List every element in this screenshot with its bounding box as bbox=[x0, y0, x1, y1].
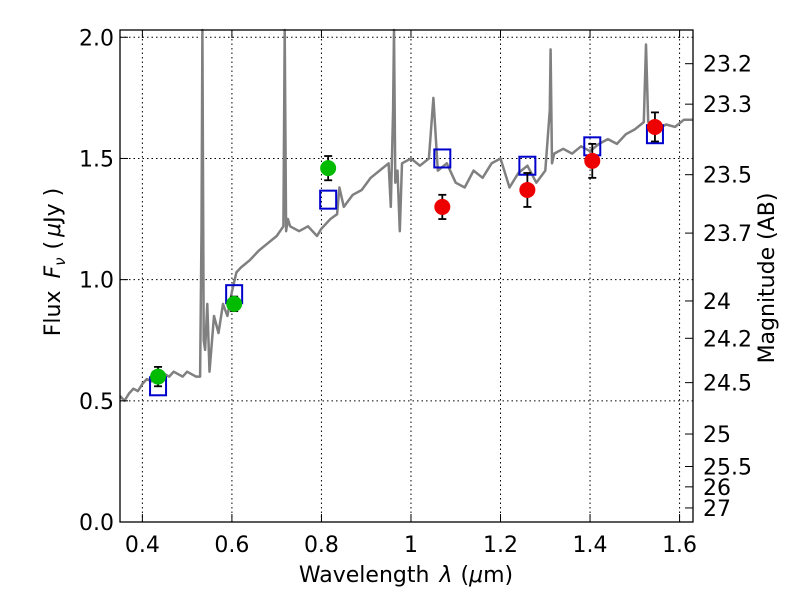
x-tick-label: 0.4 bbox=[125, 533, 160, 558]
x-tick-label: 1 bbox=[404, 533, 418, 558]
model-photometry-square bbox=[319, 189, 338, 210]
y-tick-label: 1.5 bbox=[79, 147, 114, 172]
mag-tick-label: 25.5 bbox=[703, 455, 752, 480]
mag-tick-label: 23.5 bbox=[703, 164, 752, 189]
tick-layer: 0.4 0.6 0.8 1 1.2 1.4 1.6 0.0 0.5 1.0 1.5 2.0 23.2 23… bbox=[79, 26, 752, 558]
x-tick-label: 0.6 bbox=[214, 533, 249, 558]
plot-frame bbox=[119, 29, 694, 523]
mag-tick-label: 24.2 bbox=[703, 327, 752, 352]
mag-tick-label: 24.5 bbox=[703, 372, 752, 397]
optical-photometry-point bbox=[320, 160, 337, 177]
optical-photometry-point bbox=[226, 295, 243, 312]
y-tick-label: 0.0 bbox=[79, 511, 114, 536]
mag-tick-label: 27 bbox=[703, 497, 731, 522]
mag-tick-label: 25 bbox=[703, 423, 731, 448]
mag-tick-label: 23.3 bbox=[703, 93, 752, 118]
nir-photometry-point bbox=[519, 181, 536, 198]
marker-layer bbox=[149, 111, 664, 397]
y2-axis-label: Magnitude (AB) bbox=[755, 193, 780, 364]
x-tick-label: 1.6 bbox=[662, 533, 697, 558]
x-tick-label: 1.4 bbox=[573, 533, 608, 558]
mag-tick-label: 23.2 bbox=[703, 53, 752, 78]
grid-lines bbox=[120, 30, 693, 522]
x-tick-label: 0.8 bbox=[304, 533, 339, 558]
model-photometry-square bbox=[433, 148, 452, 169]
mag-tick-label: 26 bbox=[703, 476, 731, 501]
series-layer bbox=[119, 28, 693, 403]
y-tick-label: 2.0 bbox=[79, 26, 114, 51]
mag-tick-label: 24 bbox=[703, 290, 731, 315]
nir-photometry-point bbox=[646, 118, 663, 135]
nir-photometry-point bbox=[434, 198, 451, 215]
sed-model-line bbox=[119, 28, 693, 403]
x-tick-label: 1.2 bbox=[483, 533, 518, 558]
nir-photometry-point bbox=[584, 152, 601, 169]
x-axis-label: Wavelength λ (μm) bbox=[299, 563, 513, 588]
y-axis-label: FluxFν(μJy ) bbox=[41, 188, 69, 336]
optical-photometry-point bbox=[150, 368, 167, 385]
mag-tick-label: 23.7 bbox=[703, 222, 752, 247]
y-tick-label: 0.5 bbox=[79, 390, 114, 415]
y-tick-label: 1.0 bbox=[79, 269, 114, 294]
